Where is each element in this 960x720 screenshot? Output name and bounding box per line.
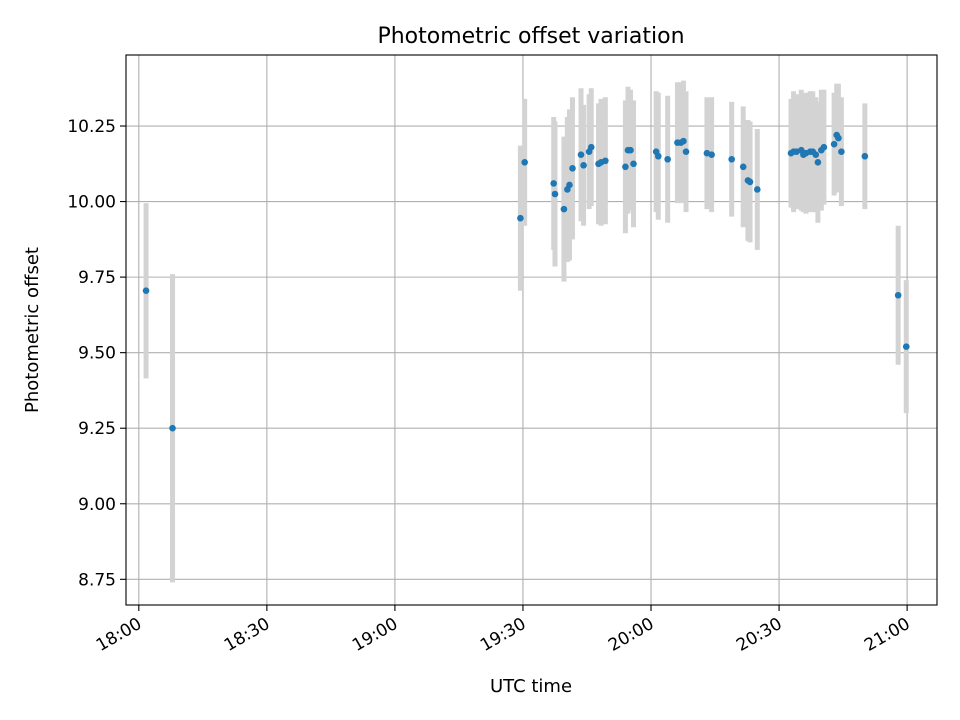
data-point — [814, 158, 822, 166]
data-point — [838, 148, 845, 156]
plot-frame — [125, 54, 938, 606]
data-point — [746, 178, 754, 186]
data-point — [569, 165, 576, 172]
chart-title: Photometric offset variation — [377, 24, 684, 49]
data-point — [835, 134, 842, 142]
data-point — [728, 155, 735, 163]
data-point — [566, 181, 573, 189]
data-point — [680, 137, 687, 145]
y-tick-label: 9.75 — [78, 268, 116, 288]
y-tick-label: 9.50 — [78, 344, 116, 364]
data-point — [627, 146, 634, 154]
data-point — [830, 140, 838, 148]
data-point — [169, 424, 176, 432]
y-tick-label: 9.25 — [78, 419, 116, 439]
data-point — [812, 151, 820, 159]
data-point — [654, 152, 662, 160]
data-point — [580, 162, 587, 169]
data-point — [622, 163, 629, 171]
data-point — [708, 151, 715, 159]
y-axis-ticks: 8.75 9.00 9.25 9.50 9.75 10.00 10.25 — [67, 117, 126, 590]
data-point — [630, 160, 637, 168]
data-point — [551, 190, 559, 198]
data-point — [602, 157, 609, 165]
data-point — [142, 287, 150, 295]
data-point — [894, 291, 902, 299]
data-point — [550, 180, 557, 187]
data-point — [739, 163, 747, 171]
data-points — [142, 131, 910, 432]
data-point — [902, 343, 910, 350]
data-point — [753, 186, 761, 193]
data-point — [820, 143, 828, 151]
y-tick-label: 10.25 — [67, 117, 116, 137]
data-point — [861, 152, 869, 160]
data-point — [517, 214, 524, 222]
data-point — [521, 158, 528, 166]
y-axis-label: Photometric offset — [22, 247, 43, 413]
data-point — [682, 148, 690, 156]
data-point — [577, 151, 585, 159]
y-tick-label: 9.00 — [78, 495, 116, 515]
data-point — [587, 143, 595, 151]
y-tick-label: 10.00 — [67, 193, 116, 213]
y-tick-label: 8.75 — [78, 570, 116, 590]
data-point — [560, 205, 568, 213]
x-axis-label: UTC time — [490, 676, 572, 697]
data-point — [664, 155, 671, 163]
